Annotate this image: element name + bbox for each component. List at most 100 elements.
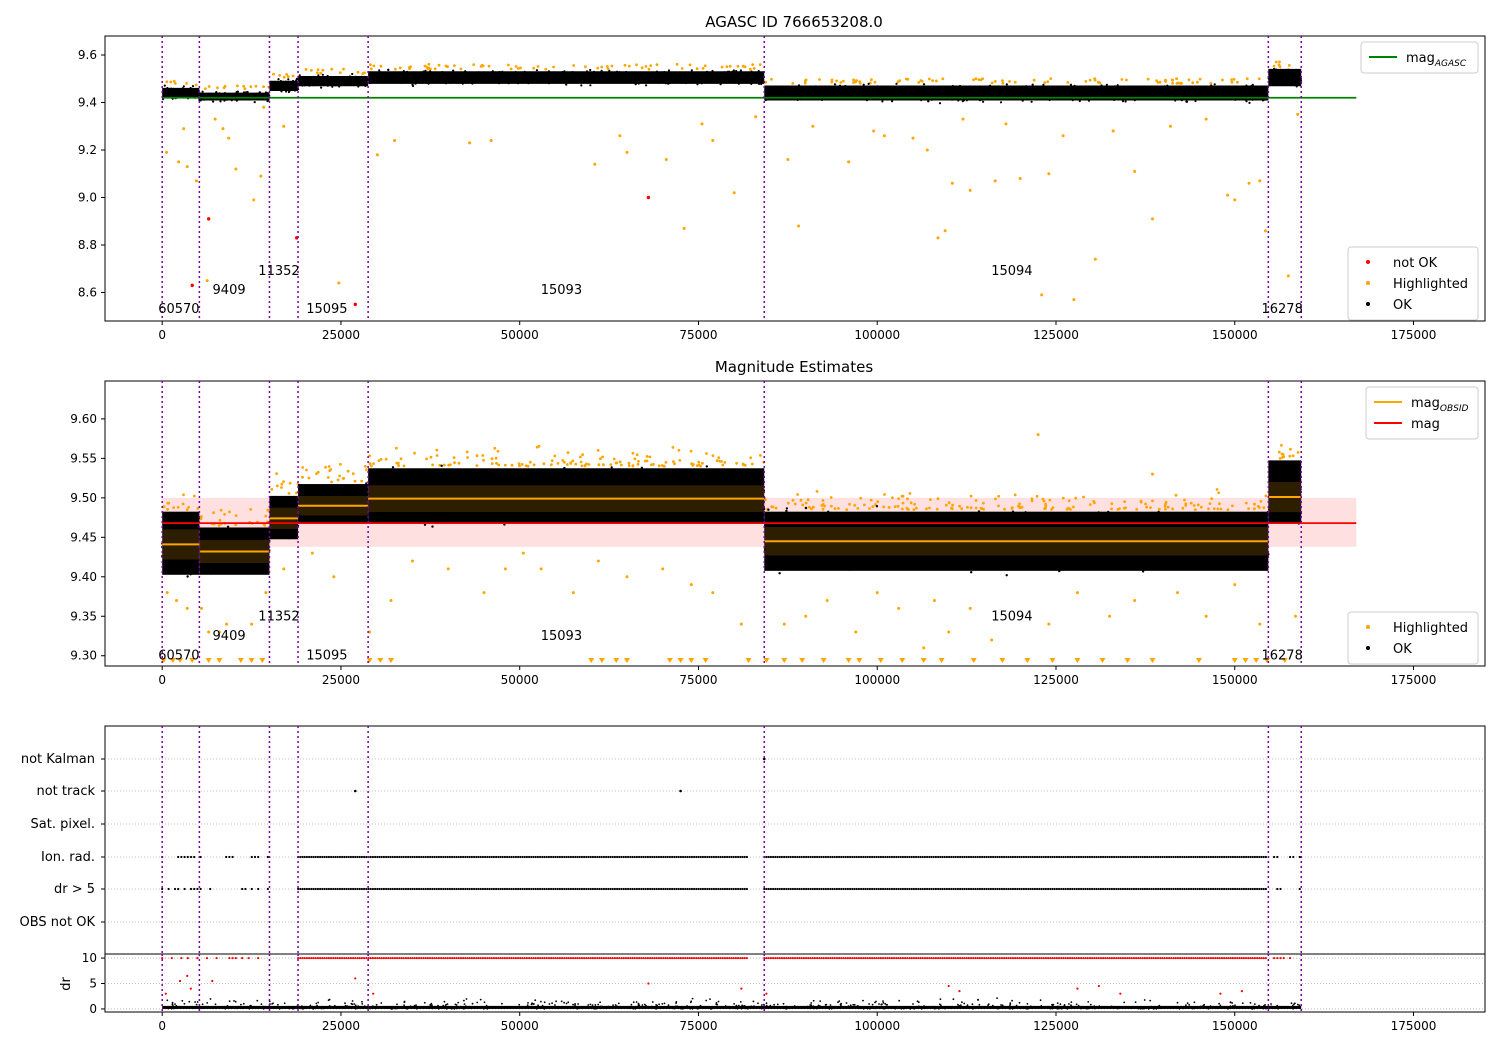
ok-point <box>210 533 214 536</box>
highlighted-point <box>799 498 803 502</box>
highlighted-point <box>882 505 886 509</box>
highlighted-point <box>718 459 721 463</box>
ok-point <box>298 490 302 493</box>
ok-point <box>1217 91 1220 94</box>
ok-point <box>1223 87 1226 90</box>
highlighted-point <box>1001 79 1004 82</box>
ok-point <box>349 488 352 491</box>
ok-point <box>1071 92 1075 95</box>
y-tick-label: 8.6 <box>78 286 97 300</box>
ok-point <box>416 470 419 474</box>
ok-point <box>509 76 512 79</box>
ok-point <box>424 69 427 72</box>
ok-point <box>269 498 272 501</box>
ok-point <box>1011 90 1015 94</box>
ok-point <box>375 80 378 84</box>
highlighted-point <box>1067 499 1071 503</box>
ok-point <box>435 72 438 75</box>
highlighted-point <box>216 86 219 90</box>
highlighted-point <box>1218 502 1221 506</box>
highlighted-point <box>969 494 973 498</box>
ok-point <box>818 89 821 92</box>
ok-point <box>400 477 403 480</box>
highlighted-point <box>1050 508 1053 511</box>
ok-point <box>465 72 468 75</box>
ok-point <box>587 74 590 77</box>
ok-point <box>1092 87 1095 90</box>
highlighted-point <box>204 87 207 90</box>
highlighted-point <box>627 64 631 68</box>
highlighted-point <box>623 63 627 67</box>
ok-point <box>515 471 519 474</box>
highlighted-point <box>1072 505 1075 509</box>
ok-point <box>884 91 887 94</box>
ok-point <box>519 477 523 480</box>
ok-point <box>809 90 812 93</box>
ok-point <box>618 72 621 75</box>
ok-point <box>838 88 841 91</box>
highlighted-point <box>291 74 295 78</box>
ok-point <box>878 86 881 89</box>
ok-point <box>747 513 750 516</box>
ok-point <box>850 86 853 89</box>
ok-point <box>1279 73 1282 76</box>
ok-point <box>1231 94 1234 97</box>
ok-point <box>501 81 504 84</box>
ok-point <box>265 530 268 533</box>
highlighted-point <box>259 174 263 178</box>
ok-point <box>652 79 656 82</box>
highlighted-point <box>754 115 758 119</box>
ok-point <box>376 483 380 486</box>
ok-point <box>747 78 750 81</box>
ok-point <box>514 481 517 484</box>
highlighted-point <box>637 459 640 463</box>
ok-point <box>619 479 623 482</box>
ok-point <box>747 75 751 78</box>
ok-point <box>637 82 640 85</box>
highlighted-point <box>1291 454 1295 458</box>
panel-agasc-magnitude: AGASC ID 766653208.0 6057094091135215095… <box>78 13 1486 342</box>
ok-point <box>875 92 879 95</box>
ok-point <box>608 472 612 475</box>
highlighted-point <box>1258 179 1262 183</box>
ok-point <box>1191 94 1195 97</box>
ok-point <box>842 93 845 96</box>
ok-point <box>394 482 397 485</box>
ok-point <box>1105 83 1108 86</box>
ok-point <box>244 94 247 97</box>
ok-point <box>814 85 818 88</box>
ok-point <box>1236 93 1239 96</box>
ok-point <box>655 70 659 73</box>
highlighted-point <box>635 453 639 457</box>
ok-point <box>634 71 637 74</box>
ok-point <box>375 74 378 77</box>
ok-point <box>1131 88 1134 91</box>
ok-point <box>937 89 940 92</box>
ok-point <box>741 73 744 76</box>
ok-point <box>531 76 534 79</box>
ok-point <box>354 82 357 86</box>
ok-point <box>1113 86 1116 89</box>
ok-point <box>1290 70 1293 73</box>
ok-point <box>795 89 798 92</box>
highlighted-point <box>717 456 721 460</box>
ok-point <box>1216 88 1219 91</box>
ok-point <box>164 564 167 567</box>
ok-point <box>761 75 764 78</box>
ok-point <box>660 475 663 479</box>
ok-point <box>323 492 327 495</box>
ok-point <box>381 481 384 484</box>
highlighted-point <box>503 463 507 467</box>
ok-point <box>1043 88 1046 91</box>
ok-point <box>1059 91 1062 95</box>
ok-point <box>511 77 514 80</box>
ok-point <box>1117 89 1120 92</box>
ok-point <box>720 75 724 79</box>
ok-point <box>567 479 570 482</box>
ok-point <box>732 69 736 72</box>
ok-point <box>534 77 537 80</box>
ok-point <box>732 80 736 83</box>
ok-point <box>535 81 538 84</box>
ok-point <box>1176 92 1180 95</box>
ok-point <box>1215 94 1218 98</box>
